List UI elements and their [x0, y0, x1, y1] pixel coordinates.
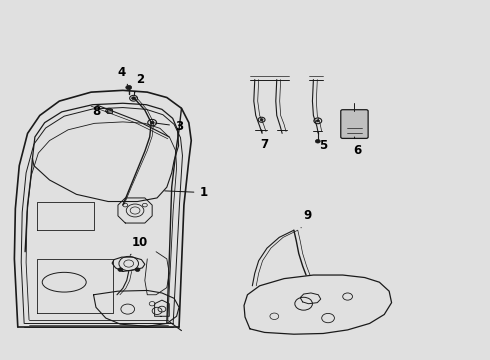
Text: 6: 6 — [353, 137, 362, 157]
Text: 8: 8 — [92, 105, 108, 118]
Text: 2: 2 — [135, 73, 144, 93]
FancyBboxPatch shape — [341, 110, 368, 138]
Text: 1: 1 — [165, 186, 208, 199]
Circle shape — [317, 120, 319, 122]
Text: 10: 10 — [130, 236, 148, 255]
Text: 5: 5 — [318, 132, 327, 152]
Circle shape — [132, 97, 136, 100]
Circle shape — [118, 268, 123, 271]
Text: 7: 7 — [261, 130, 269, 150]
Circle shape — [316, 139, 320, 143]
Circle shape — [126, 85, 132, 90]
Text: 3: 3 — [155, 120, 183, 133]
Circle shape — [150, 121, 154, 124]
Circle shape — [260, 119, 263, 121]
Circle shape — [135, 268, 140, 271]
Text: 4: 4 — [118, 66, 127, 85]
Bar — [107, 109, 112, 113]
Text: 9: 9 — [301, 210, 312, 228]
